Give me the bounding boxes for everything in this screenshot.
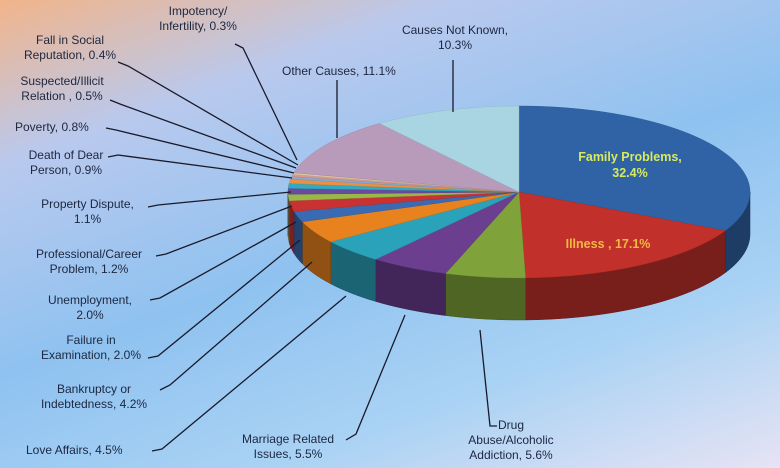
leader-line-death-of-dear-person <box>107 154 293 179</box>
pie-slice-other-causes <box>293 123 520 193</box>
leader-line-professional-career-problem <box>155 205 293 257</box>
label-bankruptcy-or-indebtedness: Bankruptcy or Indebtedness, 4.2% <box>40 382 148 411</box>
pie-slice-causes-not-known <box>379 105 520 193</box>
leader-line-poverty <box>105 127 295 174</box>
label-drug-abuse-alcoholic-addiction: Drug Abuse/Alcoholic Addiction, 5.6% <box>468 418 554 462</box>
label-suspected-illicit-relation: Suspected/Illicit Relation , 0.5% <box>20 74 104 103</box>
leader-line-bankruptcy-or-indebtedness <box>159 261 313 391</box>
pie-slice-marriage-related-issues <box>375 191 520 274</box>
leader-line-impotency-infertility <box>234 43 298 161</box>
label-impotency-infertility: Impotency/ Infertility, 0.3% <box>159 4 237 33</box>
leader-line-love-affairs <box>151 295 347 452</box>
label-causes-not-known: Causes Not Known, 10.3% <box>401 23 509 52</box>
label-poverty: Poverty, 0.8% <box>15 120 89 134</box>
pie-slice-family-problems <box>518 105 751 231</box>
label-fall-in-social-reputation: Fall in Social Reputation, 0.4% <box>23 33 117 62</box>
pie-slice-drug-abuse-alcoholic-addiction <box>445 191 526 279</box>
label-unemployment: Unemployment, 2.0% <box>47 293 133 322</box>
label-marriage-related-issues: Marriage Related Issues, 5.5% <box>241 432 335 461</box>
leader-line-suspected-illicit-relation <box>109 99 297 169</box>
label-illness: Illness , 17.1% <box>565 237 651 251</box>
label-failure-in-examination: Failure in Examination, 2.0% <box>40 333 142 362</box>
leader-line-property-dispute <box>147 191 292 208</box>
label-family-problems: Family Problems, 32.4% <box>578 150 682 180</box>
leader-line-drug-abuse-alcoholic-addiction <box>479 329 497 427</box>
leader-line-marriage-related-issues <box>345 314 406 441</box>
pie-side-drug-abuse-alcoholic-addiction <box>445 273 526 321</box>
label-professional-career-problem: Professional/Career Problem, 1.2% <box>35 247 143 276</box>
label-other-causes: Other Causes, 11.1% <box>282 64 396 78</box>
label-property-dispute: Property Dispute, 1.1% <box>41 197 134 226</box>
leader-line-fall-in-social-reputation <box>117 61 299 166</box>
pie-slice-love-affairs <box>330 191 520 260</box>
label-death-of-dear-person: Death of Dear Person, 0.9% <box>28 148 104 177</box>
leader-line-failure-in-examination <box>147 239 301 359</box>
label-love-affairs: Love Affairs, 4.5% <box>26 443 123 457</box>
leader-line-unemployment <box>149 221 297 301</box>
pie-slice-illness <box>518 191 726 279</box>
pie-slice-bankruptcy-or-indebtedness <box>301 191 520 243</box>
